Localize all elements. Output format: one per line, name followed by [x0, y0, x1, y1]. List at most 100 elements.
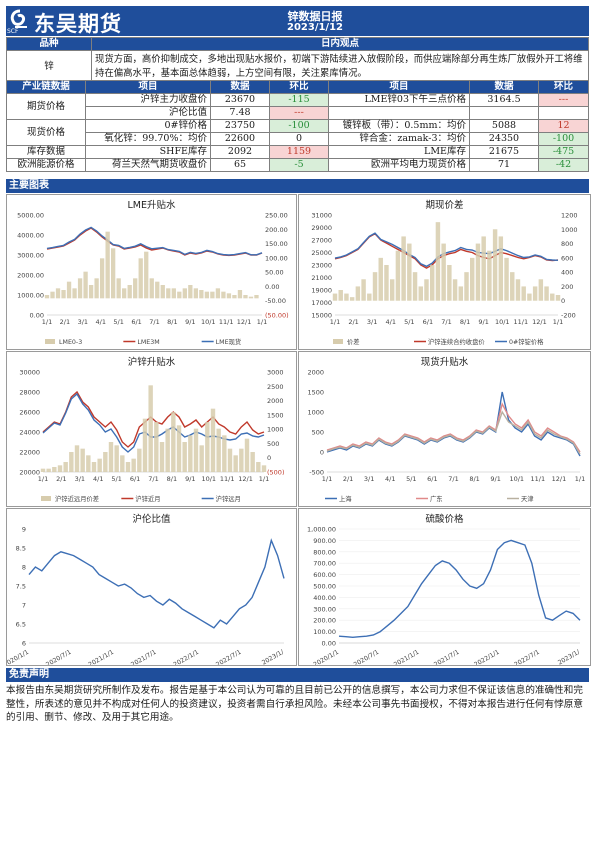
series-line: [28, 538, 285, 629]
x-tick-label: 2022/7/1: [513, 649, 541, 665]
x-tick-label: 6/1: [423, 318, 433, 326]
series-line: [42, 392, 265, 453]
x-tick-label: 1/1: [575, 475, 585, 483]
cell-value: 21675: [469, 145, 539, 159]
y2-tick-label: -200: [561, 312, 576, 320]
bar-mark: [384, 265, 389, 301]
x-tick-label: 8/1: [167, 475, 177, 483]
x-tick-label: 8/1: [469, 475, 479, 483]
y-tick-label: 31000: [311, 212, 332, 220]
legend-label: LME0-3: [59, 339, 82, 346]
bar-mark: [538, 279, 544, 301]
bar-mark: [72, 288, 77, 299]
bar-mark: [133, 278, 138, 299]
legend-label: 沪锌连续合约收盘价: [428, 337, 485, 346]
x-tick-label: 5/1: [404, 318, 414, 326]
cell-item: [328, 106, 470, 120]
y-tick-label: 17000: [311, 299, 332, 307]
x-tick-label: 1/1: [322, 475, 332, 483]
cell-item: 沪锌主力收盘价: [85, 93, 211, 107]
x-tick-label: 2/1: [56, 475, 66, 483]
x-tick-label: 9/1: [185, 475, 195, 483]
x-tick-label: 1/1: [38, 475, 48, 483]
variety-name: 锌: [6, 50, 92, 84]
bar-mark: [177, 291, 182, 299]
bar-mark: [464, 272, 469, 301]
x-tick-label: 12/1: [238, 475, 253, 483]
y-tick-label: 800.00: [313, 548, 336, 556]
x-tick-label: 10/1: [509, 475, 524, 483]
chart-shfe-lme-ratio: 沪伦比值 9 8.5 8 7.5 7 6.5 6 2020/1/1 2020/7/1 2021/1…: [6, 508, 297, 666]
bar-mark: [61, 290, 66, 299]
bar-mark: [88, 285, 94, 299]
y-tick-label: 3000.00: [17, 252, 44, 260]
y-tick-label: 8.5: [16, 545, 26, 553]
legend-label: 0#锌锭价格: [509, 337, 544, 346]
y-tick-label: 1,000.00: [307, 526, 336, 534]
x-tick-label: 11/1: [531, 475, 546, 483]
cell-item: 荷兰天然气期货收盘价: [85, 158, 211, 172]
col-variety: 品种: [6, 37, 92, 51]
y-tick-label: 0: [320, 449, 324, 457]
bar-mark: [138, 258, 143, 299]
bar-mark: [50, 291, 55, 299]
y-tick-label: 500.00: [313, 583, 336, 591]
x-tick-label: 7/1: [441, 318, 451, 326]
bar-mark: [544, 286, 549, 301]
legend-label: 广东: [430, 494, 443, 503]
y2-tick-label: (50.00): [265, 312, 289, 320]
cell-change: -100: [538, 132, 589, 146]
series-line: [46, 227, 263, 257]
x-tick-label: 2022/7/1: [215, 649, 243, 665]
y-tick-label: 1500: [307, 389, 324, 397]
cell-category: 期货价格: [6, 93, 86, 120]
y2-tick-label: 200: [561, 283, 573, 291]
cell-value: 23750: [210, 119, 270, 133]
x-tick-label: 2021/1/1: [393, 649, 421, 665]
cell-category: 现货价格: [6, 119, 86, 146]
x-tick-label: 10/1: [201, 318, 216, 326]
bar-mark: [527, 293, 532, 301]
bar-mark: [154, 422, 159, 472]
x-tick-label: 12/1: [532, 318, 547, 326]
y-tick-label: 22000: [19, 449, 40, 457]
y2-tick-label: 1000: [561, 226, 578, 234]
bar-mark: [498, 236, 504, 301]
cell-item: 0#锌价格: [85, 119, 211, 133]
bar-mark: [344, 293, 349, 301]
chart-lme-basis: LME升贴水 5000.00 4000.00 3000.00 2000.00 1000.…: [6, 194, 297, 350]
cell-change: 12: [538, 119, 589, 133]
y2-tick-label: 0: [561, 297, 565, 305]
bar-mark: [57, 465, 63, 472]
y-tick-label: 23000: [311, 262, 332, 270]
bar-mark: [86, 455, 91, 472]
bar-mark: [452, 279, 458, 301]
cell-change: 1159: [269, 145, 329, 159]
chart-title: 沪锌升贴水: [127, 357, 176, 368]
y-tick-label: 26000: [19, 409, 40, 417]
y-tick-label: 7.5: [16, 583, 26, 591]
legend-label: 天津: [521, 495, 534, 503]
legend-label: LME现货: [216, 337, 242, 346]
bar-mark: [221, 291, 226, 299]
bar-mark: [510, 272, 515, 301]
bar-mark: [165, 428, 170, 472]
x-tick-label: 8/1: [167, 318, 177, 326]
bar-mark: [256, 462, 261, 472]
chart-title: 期现价差: [425, 200, 464, 211]
cell-change: -100: [269, 119, 329, 133]
bar-mark: [52, 467, 57, 472]
x-tick-label: 10/1: [495, 318, 510, 326]
bar-mark: [127, 285, 132, 299]
logo-icon: [10, 9, 27, 28]
y-tick-label: 9: [22, 526, 26, 534]
bar-mark: [475, 243, 481, 301]
x-tick-label: 2/1: [343, 475, 353, 483]
table-row: 氧化锌：99.70%：均价 22600 0 锌合金：zamak-3：均价 24350 -1…: [7, 132, 589, 146]
series-line: [334, 232, 559, 269]
y-tick-label: 400.00: [313, 594, 336, 602]
y2-tick-label: 150.00: [265, 240, 288, 248]
y-tick-label: 200.00: [313, 617, 336, 625]
y-tick-label: 21000: [311, 274, 332, 282]
bar-mark: [166, 288, 171, 299]
